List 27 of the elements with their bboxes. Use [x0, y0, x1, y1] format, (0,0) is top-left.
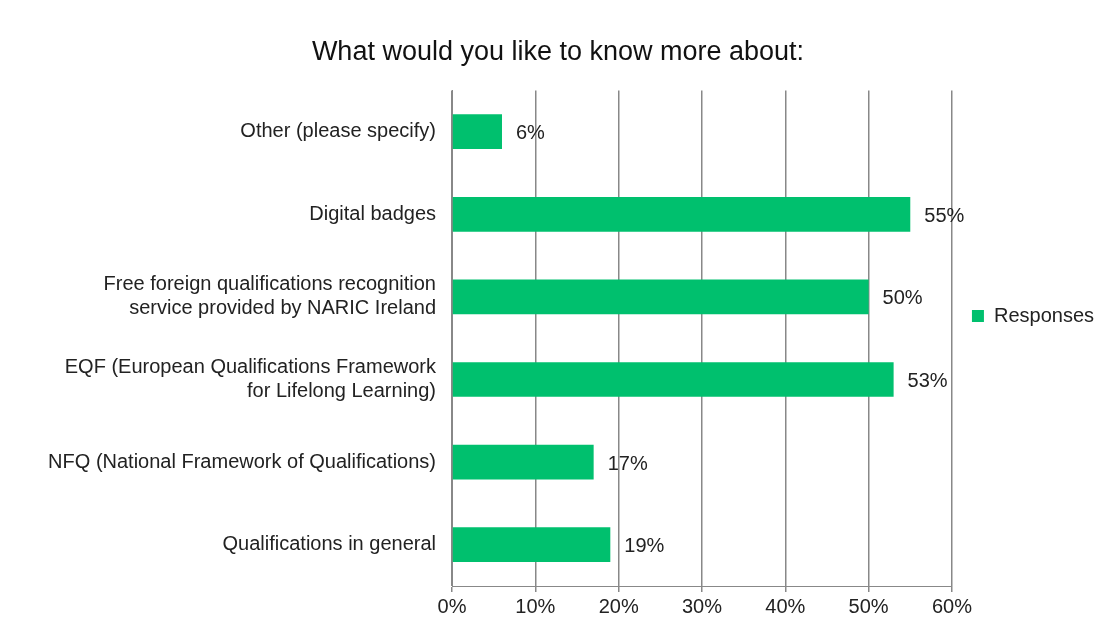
x-tick-label: 40% [765, 594, 806, 617]
bar [452, 362, 894, 397]
bar [452, 196, 911, 232]
x-tick-label: 10% [515, 594, 556, 617]
y-tick-label: EQF (European Qualifications Framework for Lifelong Learning) [64, 355, 437, 402]
data-label: 19% [624, 534, 665, 557]
data-label: 17% [607, 451, 648, 474]
legend-label: Responses [993, 303, 1094, 326]
data-label: 53% [907, 369, 948, 392]
chart-title: What would you like to know more about: [311, 35, 805, 66]
bar [452, 527, 611, 563]
data-label: 6% [515, 121, 546, 144]
y-tick-label: NFQ (National Framework of Qualifications) [48, 449, 436, 472]
data-label: 50% [882, 286, 923, 309]
x-tick-label: 30% [681, 594, 723, 617]
x-tick-label: 60% [931, 594, 973, 617]
x-tick-label: 0% [437, 594, 467, 617]
bar [452, 114, 502, 150]
y-tick-label: Free foreign qualifications recognition service provided by NARIC Ireland [103, 272, 436, 319]
y-tick-label: Qualifications in general [222, 532, 436, 555]
y-tick-label: Digital badges [309, 201, 436, 224]
data-label: 55% [924, 203, 965, 226]
x-tick-label: 50% [848, 594, 889, 617]
y-tick-label: Other (please specify) [240, 119, 436, 142]
bar [452, 279, 869, 315]
bar [452, 444, 594, 480]
x-tick-label: 20% [598, 594, 639, 617]
